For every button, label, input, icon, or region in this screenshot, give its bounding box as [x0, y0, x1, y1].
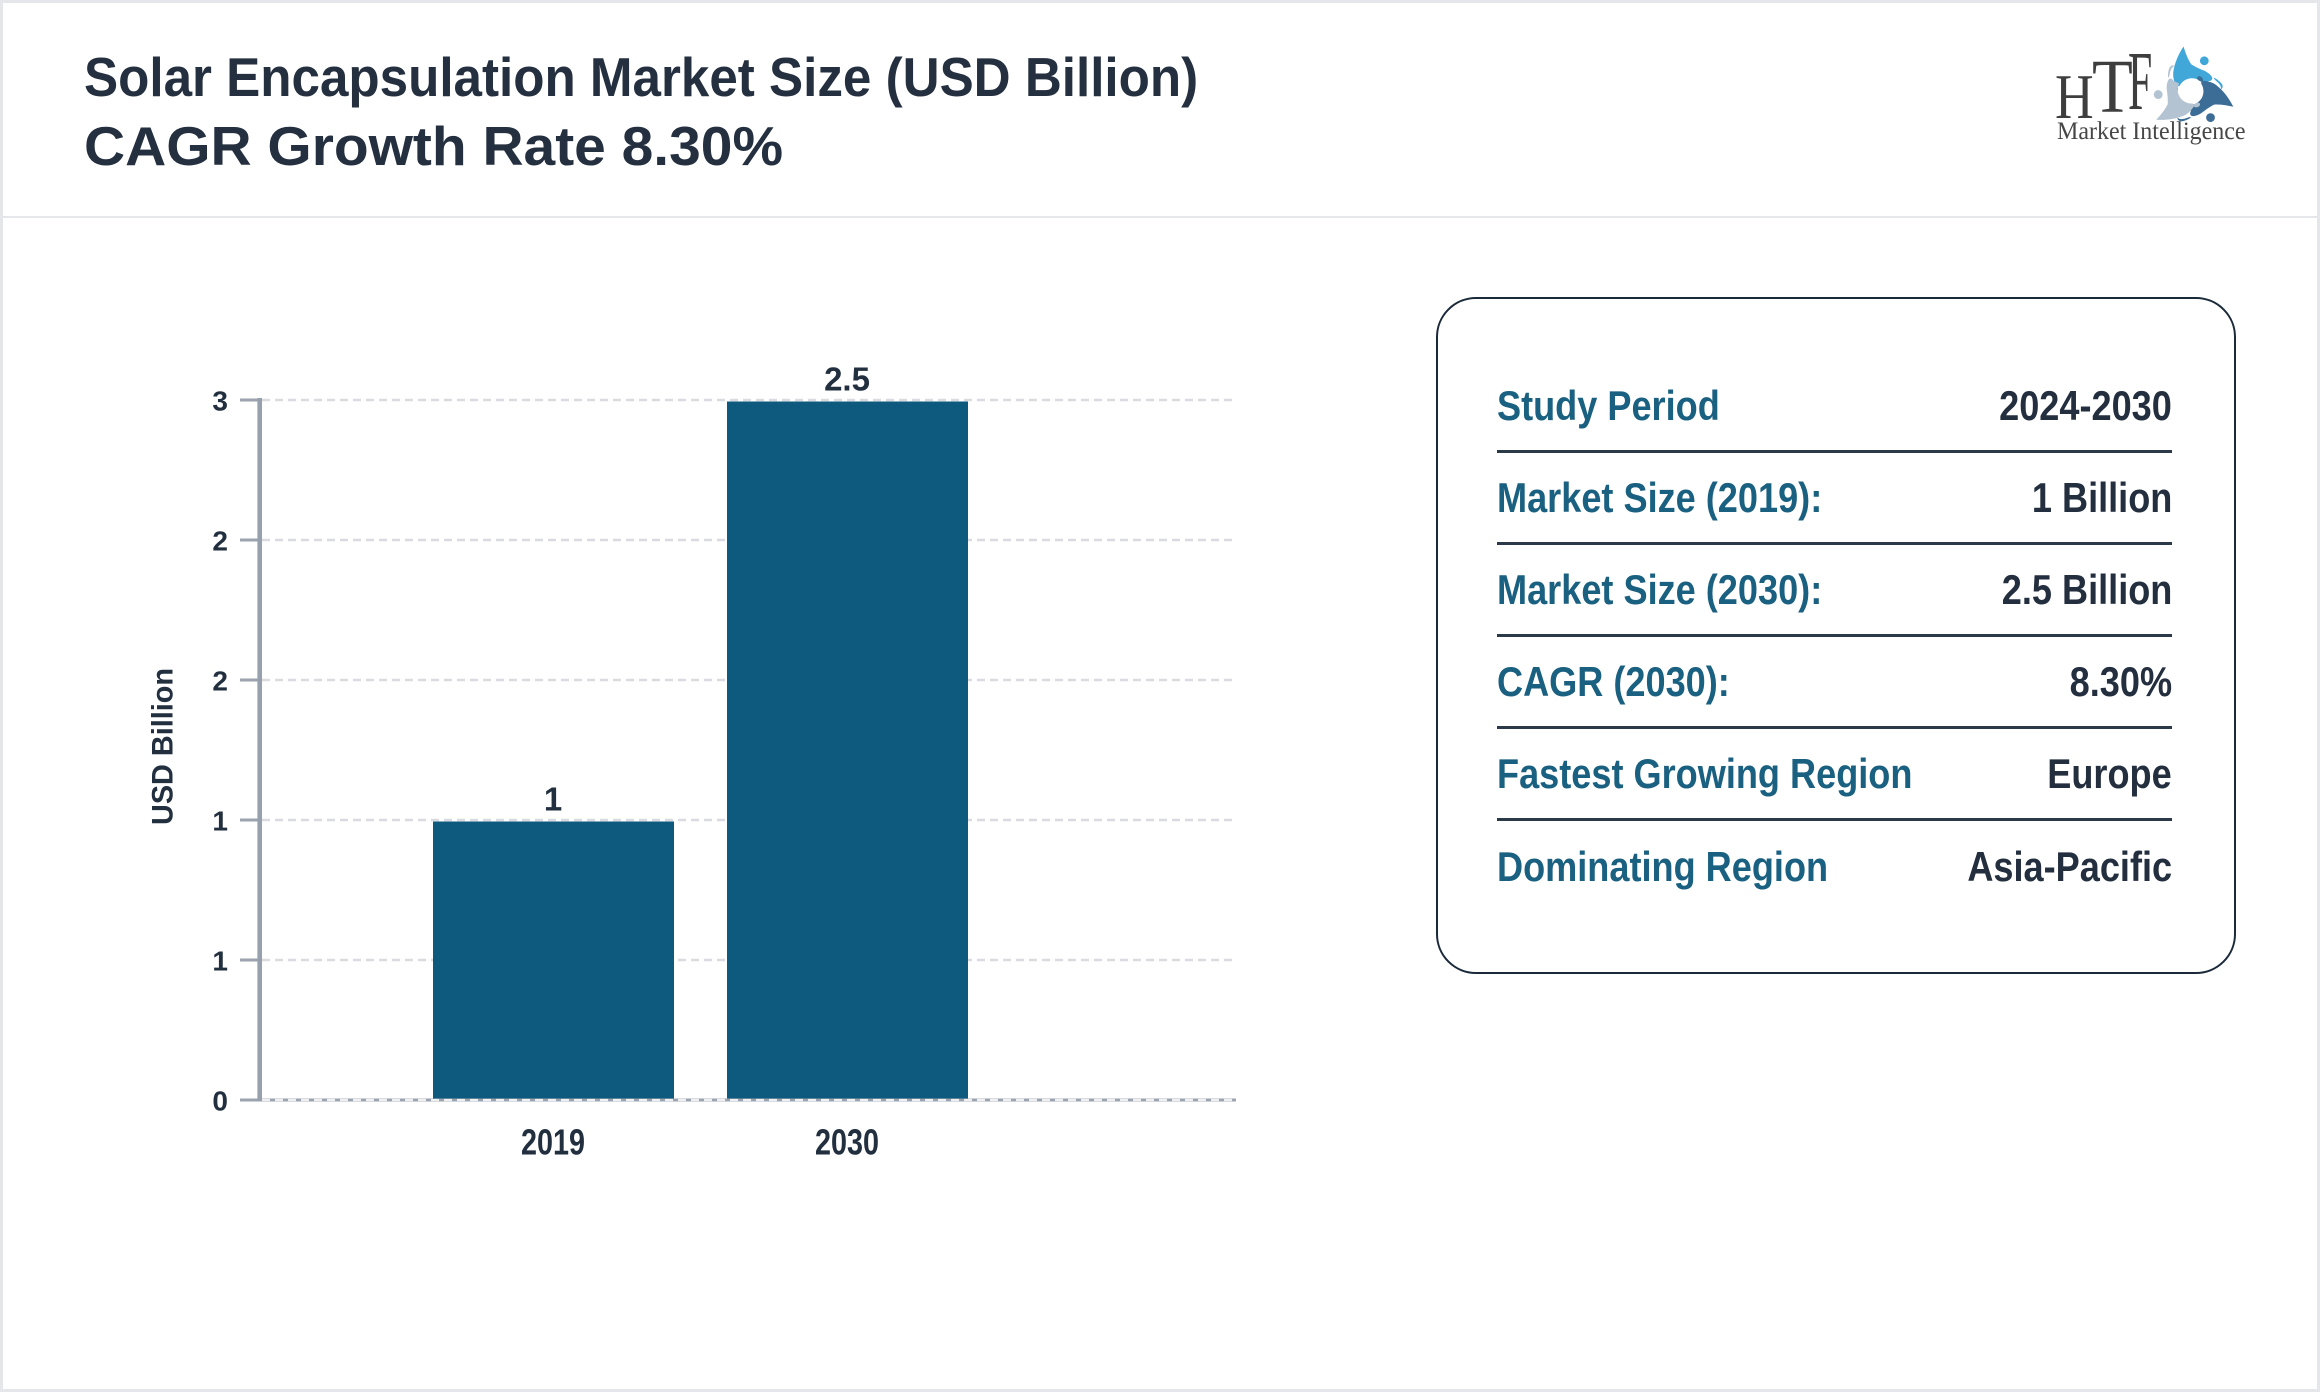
- svg-text:2019: 2019: [521, 1122, 585, 1163]
- svg-text:3: 3: [212, 386, 228, 417]
- svg-text:2.5: 2.5: [824, 360, 870, 397]
- svg-text:2: 2: [212, 526, 228, 557]
- svg-text:0: 0: [212, 1086, 228, 1117]
- svg-text:1: 1: [544, 781, 562, 818]
- svg-text:1: 1: [212, 946, 228, 977]
- svg-text:1: 1: [212, 806, 228, 837]
- svg-text:USD Billion: USD Billion: [147, 668, 180, 825]
- svg-text:2030: 2030: [815, 1122, 879, 1163]
- svg-text:2: 2: [212, 666, 228, 697]
